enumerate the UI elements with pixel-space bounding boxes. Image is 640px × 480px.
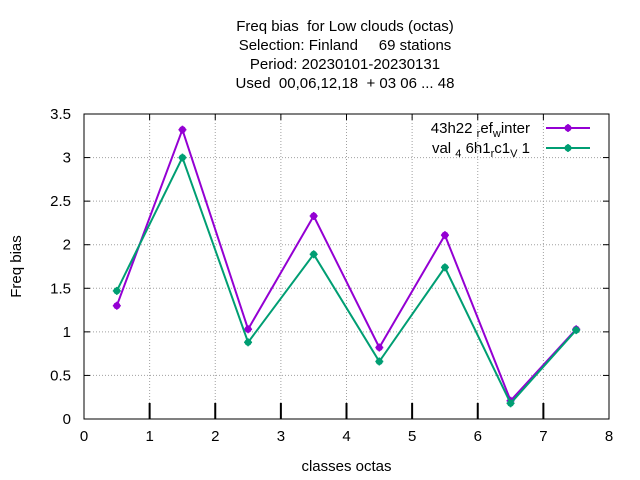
axis-ticks: 0 1 2 3 4 5 6 7 8 0 0.5 1 1.5 2 2.5 3 3.5 <box>50 106 613 445</box>
x-tick-label: 2 <box>211 428 219 445</box>
legend-label-part: val <box>432 140 455 157</box>
series-group <box>112 153 581 408</box>
title-line-4: Used 00,06,12,18 + 03 06 ... 48 <box>235 75 455 92</box>
y-tick-label: 3.5 <box>50 106 71 123</box>
y-tick-label: 1.5 <box>50 280 71 297</box>
x-tick-label: 1 <box>145 428 153 445</box>
series-line <box>115 155 577 406</box>
x-tick-label: 3 <box>277 428 285 445</box>
legend-label: 43h22 refwinter <box>431 120 530 140</box>
legend-label-part: 4 <box>455 148 461 160</box>
legend-label: val 4 6h1rc1V 1 <box>432 140 530 160</box>
legend-entry: val 4 6h1rc1V 1 <box>432 140 590 160</box>
grid-lines <box>84 114 609 419</box>
y-tick-label: 3 <box>63 150 71 167</box>
legend-label-part: w <box>492 128 501 140</box>
x-tick-label: 8 <box>605 428 613 445</box>
legend-label-part: c1 <box>494 140 510 157</box>
title-line-2: Selection: Finland 69 stations <box>238 37 452 54</box>
legend-label-part: r <box>477 128 481 140</box>
x-axis-label: classes octas <box>301 458 391 475</box>
y-tick-label: 2 <box>63 237 71 254</box>
title-line-1: Freq bias for Low clouds (octas) <box>236 18 454 35</box>
x-tick-label: 0 <box>80 428 88 445</box>
x-tick-label: 5 <box>408 428 416 445</box>
title-line-3: Period: 20230101-20230131 <box>249 56 441 73</box>
x-tick-label: 7 <box>539 428 547 445</box>
chart-title: Freq bias for Low clouds (octas) Selecti… <box>0 17 640 93</box>
series-group <box>112 125 581 405</box>
x-tick-label: 4 <box>342 428 350 445</box>
plot-frame <box>83 113 610 420</box>
series-line <box>115 126 577 403</box>
y-tick-label: 0 <box>63 411 71 428</box>
legend-label-part: r <box>491 148 495 160</box>
x-tick-label: 6 <box>474 428 482 445</box>
y-tick-label: 0.5 <box>50 367 71 384</box>
legend-label-part: ef <box>480 120 493 137</box>
y-tick-label: 1 <box>63 324 71 341</box>
legend-label-part: 43h22 <box>431 120 477 137</box>
data-series <box>112 125 581 408</box>
y-axis-label: Freq bias <box>8 235 25 298</box>
legend-label-part: inter <box>501 120 530 137</box>
legend-label-part: V <box>510 148 518 160</box>
legend-label-part: 6h1 <box>461 140 490 157</box>
legend-entry: 43h22 refwinter <box>431 120 590 140</box>
legend-label-part: 1 <box>517 140 530 157</box>
y-tick-label: 2.5 <box>50 193 71 210</box>
